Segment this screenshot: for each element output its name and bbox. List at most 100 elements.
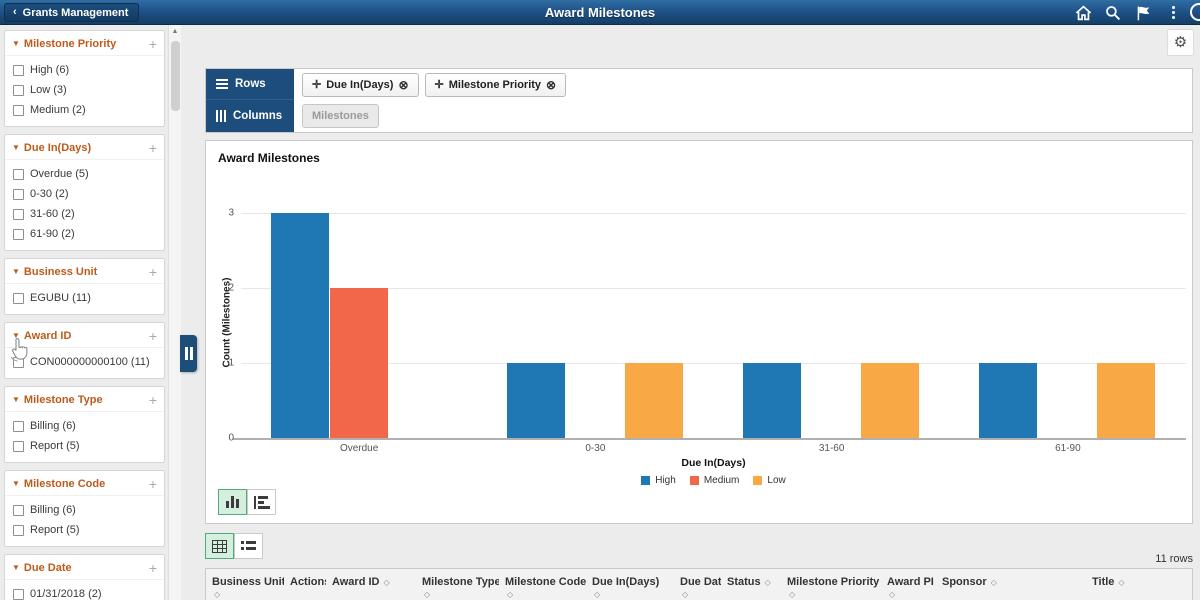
facet-add-icon[interactable]: +: [148, 560, 157, 576]
chart-bar-low[interactable]: [1097, 363, 1156, 438]
facet-checkbox[interactable]: [13, 228, 24, 240]
facet-header[interactable]: ▼ Due Date +: [5, 555, 164, 580]
legend-item-high: High: [641, 475, 676, 486]
facet-item[interactable]: 01/31/2018 (2): [5, 584, 164, 600]
chart-bar-low[interactable]: [861, 363, 920, 438]
facet-checkbox[interactable]: [13, 440, 24, 452]
sort-icon[interactable]: ◇: [424, 590, 431, 599]
column-header-label: Title: [1092, 576, 1115, 588]
grid-view-button[interactable]: [205, 533, 234, 559]
column-header-status[interactable]: Status ◇: [721, 569, 781, 600]
sort-icon[interactable]: ◇: [990, 578, 997, 587]
navbar-icon[interactable]: [1188, 0, 1200, 25]
facet-checkbox[interactable]: [13, 84, 24, 96]
facet-add-icon[interactable]: +: [148, 476, 157, 492]
facet-item[interactable]: 0-30 (2): [5, 184, 164, 204]
chart-bar-high[interactable]: [979, 363, 1038, 438]
facet-item[interactable]: Overdue (5): [5, 164, 164, 184]
rows-icon: [216, 79, 228, 89]
settings-gear-icon[interactable]: ⚙: [1167, 29, 1194, 56]
facet-add-icon[interactable]: +: [148, 264, 157, 280]
sort-icon[interactable]: ◇: [1118, 578, 1125, 587]
search-icon[interactable]: [1098, 0, 1128, 25]
facet-header[interactable]: ▼ Milestone Type +: [5, 387, 164, 412]
list-view-button[interactable]: [234, 533, 263, 559]
columns-button[interactable]: Columns: [206, 100, 294, 132]
facet-header[interactable]: ▼ Due In(Days) +: [5, 135, 164, 160]
facet-item[interactable]: Billing (6): [5, 416, 164, 436]
pivot-chip[interactable]: ✛ Due In(Days) ⊗: [302, 72, 419, 97]
remove-icon[interactable]: ⊗: [398, 77, 409, 92]
column-header-actions[interactable]: Actions: [284, 569, 326, 600]
column-header-award-pi[interactable]: Award PI ◇: [881, 569, 936, 600]
column-header-milestone-priority[interactable]: Milestone Priority ◇: [781, 569, 881, 600]
chart-bar-high[interactable]: [506, 363, 565, 438]
sort-icon[interactable]: ◇: [383, 578, 390, 587]
chart-bar-high[interactable]: [743, 363, 802, 438]
facet-add-icon[interactable]: +: [148, 140, 157, 156]
facet-item[interactable]: Low (3): [5, 80, 164, 100]
facet-item[interactable]: Report (5): [5, 436, 164, 456]
sort-icon[interactable]: ◇: [764, 578, 771, 587]
facet-add-icon[interactable]: +: [148, 328, 157, 344]
sort-icon[interactable]: ◇: [507, 590, 514, 599]
scrollbar-thumb[interactable]: [171, 41, 180, 111]
facet-card-award-id: ▼ Award ID + CON000000000100 (11): [4, 322, 165, 379]
facet-checkbox[interactable]: [13, 588, 24, 600]
facet-checkbox[interactable]: [13, 208, 24, 220]
facet-item[interactable]: Billing (6): [5, 500, 164, 520]
facet-items: Billing (6) Report (5): [5, 412, 164, 462]
facet-item[interactable]: Report (5): [5, 520, 164, 540]
column-header-milestone-type[interactable]: Milestone Type ◇: [416, 569, 499, 600]
facet-item[interactable]: 31-60 (2): [5, 204, 164, 224]
sidebar-scrollbar[interactable]: ▲: [168, 25, 181, 600]
column-header-title[interactable]: Title ◇: [1086, 569, 1192, 600]
facet-header[interactable]: ▼ Award ID +: [5, 323, 164, 348]
sidebar-collapse-handle[interactable]: [180, 335, 197, 372]
facet-header[interactable]: ▼ Milestone Priority +: [5, 31, 164, 56]
more-menu-icon[interactable]: [1158, 0, 1188, 25]
sort-icon[interactable]: ◇: [214, 590, 221, 599]
chart-bar-low[interactable]: [624, 363, 683, 438]
home-icon[interactable]: [1068, 0, 1098, 25]
facet-checkbox[interactable]: [13, 64, 24, 76]
sort-icon[interactable]: ◇: [889, 590, 896, 599]
rows-button[interactable]: Rows: [206, 69, 294, 100]
facet-item[interactable]: High (6): [5, 60, 164, 80]
facet-header[interactable]: ▼ Business Unit +: [5, 259, 164, 284]
facet-checkbox[interactable]: [13, 356, 24, 368]
column-header-milestone-code[interactable]: Milestone Code ◇: [499, 569, 586, 600]
facet-item-label: 31-60 (2): [30, 208, 75, 220]
facet-checkbox[interactable]: [13, 188, 24, 200]
facet-checkbox[interactable]: [13, 292, 24, 304]
facet-checkbox[interactable]: [13, 168, 24, 180]
facet-checkbox[interactable]: [13, 524, 24, 536]
facet-checkbox[interactable]: [13, 420, 24, 432]
sort-icon[interactable]: ◇: [789, 590, 796, 599]
facet-header[interactable]: ▼ Milestone Code +: [5, 471, 164, 496]
column-header-business-unit[interactable]: Business Unit ◇: [206, 569, 284, 600]
facet-checkbox[interactable]: [13, 504, 24, 516]
sort-icon[interactable]: ◇: [594, 590, 601, 599]
remove-icon[interactable]: ⊗: [546, 77, 557, 92]
column-header-sponsor[interactable]: Sponsor ◇: [936, 569, 1086, 600]
vertical-bar-chart-button[interactable]: [218, 489, 247, 515]
scroll-up-icon[interactable]: ▲: [171, 28, 179, 35]
horizontal-bar-chart-button[interactable]: [247, 489, 276, 515]
column-header-award-id[interactable]: Award ID ◇: [326, 569, 416, 600]
facet-add-icon[interactable]: +: [148, 392, 157, 408]
back-button[interactable]: ‹ Grants Management: [4, 3, 140, 22]
facet-item[interactable]: CON000000000100 (11): [5, 352, 164, 372]
sort-icon[interactable]: ◇: [682, 590, 689, 599]
column-header-due-date[interactable]: Due Date ◇: [674, 569, 721, 600]
facet-add-icon[interactable]: +: [148, 36, 157, 52]
pivot-chip[interactable]: ✛ Milestone Priority ⊗: [424, 72, 567, 97]
facet-item[interactable]: EGUBU (11): [5, 288, 164, 308]
flag-icon[interactable]: [1128, 0, 1158, 25]
chart-bar-medium[interactable]: [329, 288, 388, 438]
facet-item[interactable]: 61-90 (2): [5, 224, 164, 244]
facet-checkbox[interactable]: [13, 104, 24, 116]
chart-bar-high[interactable]: [270, 213, 329, 438]
column-header-due-in-days-[interactable]: Due In(Days) ◇: [586, 569, 674, 600]
facet-item[interactable]: Medium (2): [5, 100, 164, 120]
